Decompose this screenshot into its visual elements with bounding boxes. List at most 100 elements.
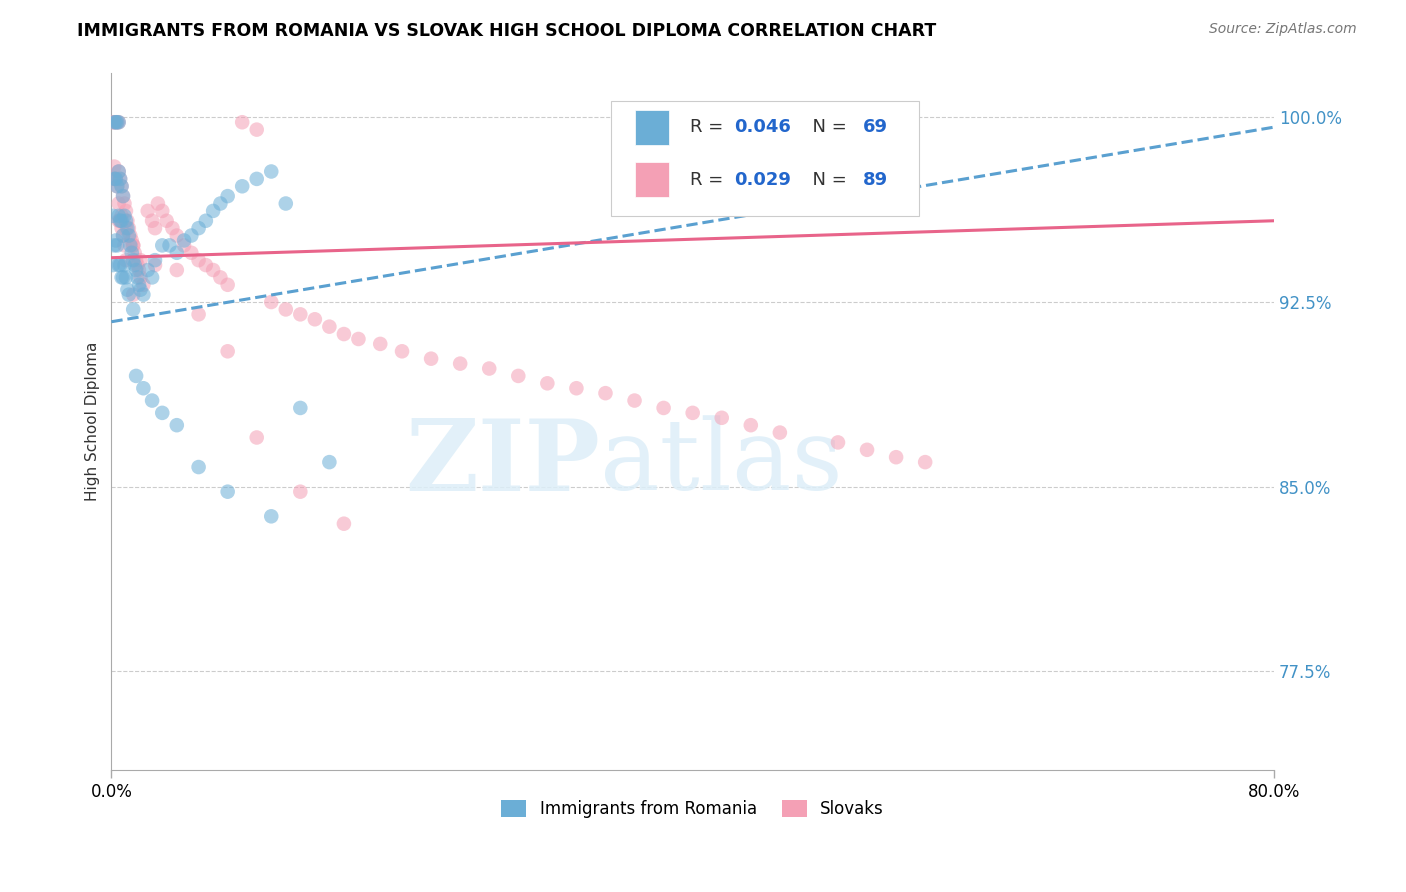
Point — [107, 258, 129, 272]
Point — [127, 270, 149, 285]
Point — [150, 406, 173, 420]
Point — [194, 258, 217, 272]
Point — [107, 115, 129, 129]
Point — [120, 228, 142, 243]
Point — [318, 319, 340, 334]
Point — [318, 455, 340, 469]
Point — [682, 406, 704, 420]
Point — [110, 179, 132, 194]
Point — [124, 258, 146, 272]
Point — [105, 115, 128, 129]
Point — [108, 258, 131, 272]
Legend: Immigrants from Romania, Slovaks: Immigrants from Romania, Slovaks — [495, 793, 890, 824]
Point — [290, 401, 312, 415]
Point — [105, 115, 128, 129]
Point — [104, 115, 127, 129]
Text: R =: R = — [690, 119, 730, 136]
Point — [769, 425, 792, 440]
Point — [117, 213, 139, 227]
Point — [274, 196, 297, 211]
Point — [217, 277, 239, 292]
Point — [128, 263, 150, 277]
Point — [125, 253, 148, 268]
Text: 0.046: 0.046 — [734, 119, 792, 136]
Point — [333, 326, 356, 341]
Point — [115, 213, 138, 227]
Point — [114, 196, 136, 211]
Text: 0.029: 0.029 — [734, 170, 792, 188]
Point — [536, 376, 558, 391]
Point — [115, 270, 138, 285]
Point — [260, 295, 283, 310]
Point — [125, 263, 148, 277]
Point — [166, 228, 188, 243]
Point — [112, 228, 135, 243]
Point — [114, 238, 136, 252]
Point — [103, 115, 125, 129]
Point — [508, 368, 530, 383]
Point — [136, 203, 159, 218]
Point — [108, 213, 131, 227]
Point — [110, 270, 132, 285]
Point — [623, 393, 645, 408]
Point — [173, 238, 195, 252]
Point — [115, 221, 138, 235]
Text: atlas: atlas — [600, 416, 842, 511]
Point — [101, 258, 124, 272]
Point — [202, 203, 225, 218]
Point — [143, 258, 166, 272]
Point — [112, 189, 135, 203]
Point — [180, 228, 202, 243]
Point — [827, 435, 849, 450]
Point — [146, 196, 169, 211]
Point — [260, 164, 283, 178]
Point — [104, 172, 127, 186]
Point — [112, 189, 135, 203]
Point — [652, 401, 675, 415]
Point — [108, 213, 131, 227]
Point — [304, 312, 326, 326]
Point — [347, 332, 370, 346]
Point — [105, 179, 128, 194]
Point — [166, 418, 188, 433]
Point — [173, 234, 195, 248]
FancyBboxPatch shape — [634, 162, 669, 197]
Point — [217, 189, 239, 203]
Point — [150, 203, 173, 218]
Point — [129, 270, 152, 285]
Point — [114, 258, 136, 272]
Point — [143, 221, 166, 235]
Point — [478, 361, 501, 376]
Point — [132, 277, 155, 292]
Text: 69: 69 — [862, 119, 887, 136]
Point — [107, 164, 129, 178]
Point — [595, 386, 617, 401]
Point — [290, 484, 312, 499]
Point — [104, 172, 127, 186]
Text: 89: 89 — [862, 170, 887, 188]
Point — [856, 442, 879, 457]
Point — [391, 344, 413, 359]
Point — [104, 115, 127, 129]
Point — [166, 263, 188, 277]
Point — [118, 228, 141, 243]
Point — [103, 115, 125, 129]
Point — [132, 287, 155, 301]
Point — [246, 430, 269, 444]
Point — [108, 172, 131, 186]
Point — [107, 213, 129, 227]
Point — [231, 115, 253, 129]
Point — [260, 509, 283, 524]
Point — [124, 245, 146, 260]
Point — [128, 277, 150, 292]
Point — [117, 283, 139, 297]
Y-axis label: High School Diploma: High School Diploma — [86, 342, 100, 501]
Point — [180, 245, 202, 260]
Point — [274, 302, 297, 317]
Point — [368, 337, 391, 351]
Point — [121, 234, 143, 248]
Text: R =: R = — [690, 170, 730, 188]
Point — [187, 253, 209, 268]
Point — [112, 270, 135, 285]
Point — [110, 221, 132, 235]
